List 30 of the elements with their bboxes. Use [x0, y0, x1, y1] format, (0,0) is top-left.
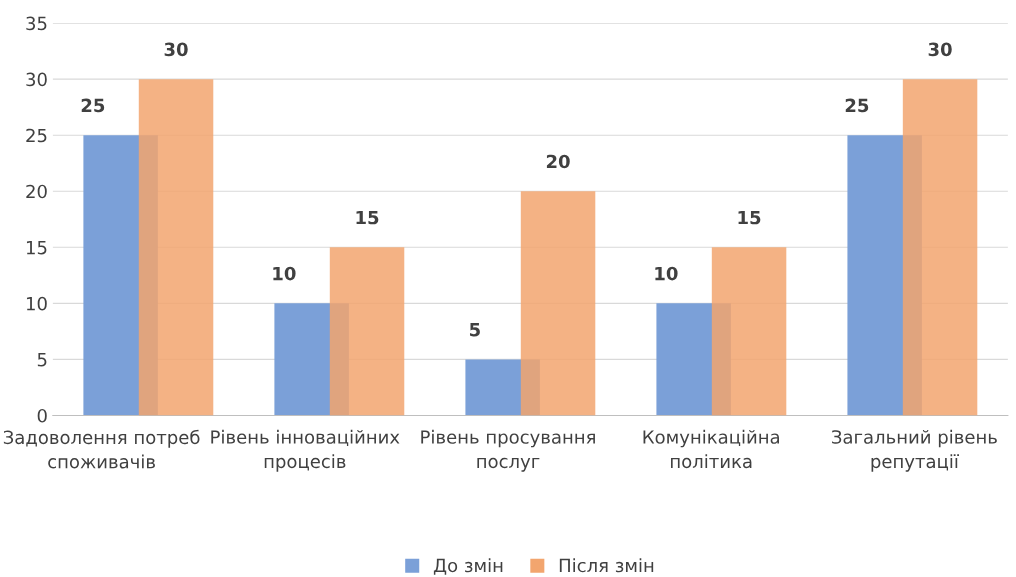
- y-tick-label: 10: [26, 296, 47, 311]
- y-tick-label: 35: [26, 16, 47, 31]
- data-label: 20: [546, 154, 570, 169]
- legend-label: До змін: [433, 558, 503, 575]
- bar: [711, 247, 787, 416]
- bar: [138, 79, 214, 416]
- data-label: 30: [164, 42, 188, 57]
- data-label: 25: [845, 98, 869, 113]
- x-tick-label: Комунікаційна політика: [643, 429, 779, 469]
- data-label: 15: [356, 210, 379, 225]
- legend-label: Після змін: [559, 558, 654, 573]
- bar: [902, 79, 978, 416]
- y-tick-label: 5: [37, 353, 47, 367]
- data-label: 5: [469, 323, 480, 337]
- y-tick-label: 25: [26, 128, 47, 143]
- x-tick-label: Задоволення потреб споживачів: [3, 429, 200, 469]
- y-tick-label: 15: [26, 240, 47, 255]
- y-tick-label: 30: [26, 72, 47, 87]
- data-label: 15: [738, 210, 761, 225]
- y-tick-label: 20: [26, 184, 47, 199]
- data-label: 30: [928, 42, 952, 57]
- bar: [329, 247, 405, 416]
- x-tick-label: Рівень інноваційних процесів: [211, 429, 400, 472]
- y-tick-label: 0: [37, 408, 47, 423]
- data-label: 10: [655, 266, 678, 281]
- data-label: 25: [81, 98, 105, 113]
- bar: [520, 191, 596, 416]
- x-tick-label: Рівень просування послуг: [421, 429, 595, 472]
- data-label: 10: [273, 266, 296, 281]
- x-tick-label: Загальний рівень репутації: [832, 429, 997, 472]
